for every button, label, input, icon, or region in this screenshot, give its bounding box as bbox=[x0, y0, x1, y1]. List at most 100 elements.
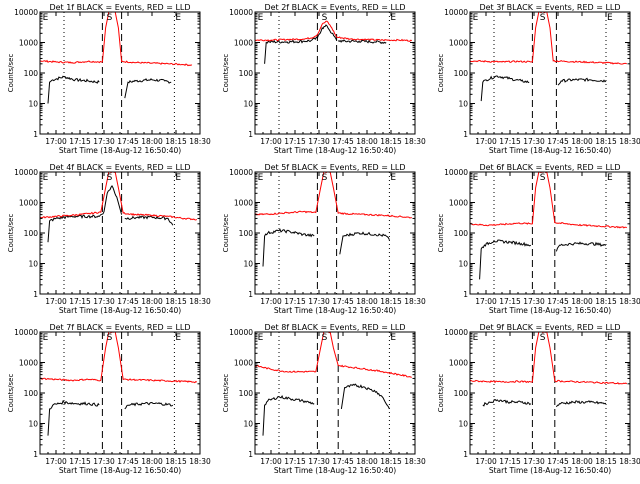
y-tick-label: 10 bbox=[243, 100, 253, 109]
x-tick-label: 17:45 bbox=[117, 297, 139, 306]
x-tick-label: 17:30 bbox=[93, 457, 115, 466]
y-tick-label: 1 bbox=[463, 130, 468, 139]
y-tick-label: 100 bbox=[454, 69, 469, 78]
events-series-line bbox=[555, 400, 607, 408]
flag-label: S bbox=[107, 333, 113, 343]
x-tick-label: 18:00 bbox=[571, 137, 593, 146]
x-tick-label: 18:15 bbox=[595, 457, 617, 466]
x-tick-label: 17:30 bbox=[93, 297, 115, 306]
x-tick-label: 17:15 bbox=[69, 297, 91, 306]
events-series-line bbox=[47, 184, 123, 243]
plot-area bbox=[40, 12, 193, 134]
plot-area bbox=[255, 12, 412, 134]
x-tick-label: 17:45 bbox=[117, 457, 139, 466]
y-tick-label: 1000 bbox=[19, 359, 38, 368]
flag-label: S bbox=[540, 173, 546, 183]
x-tick-label: 18:30 bbox=[404, 457, 426, 466]
y-axis-label: Counts/sec bbox=[7, 374, 15, 413]
x-tick-label: 18:30 bbox=[189, 457, 211, 466]
events-series-line bbox=[480, 75, 530, 102]
plot-area bbox=[470, 332, 628, 454]
y-tick-label: 1 bbox=[248, 130, 253, 139]
flag-label: E bbox=[390, 333, 396, 343]
x-tick-label: 17:30 bbox=[308, 297, 330, 306]
lld-series-line bbox=[255, 332, 412, 378]
events-series-line bbox=[262, 395, 315, 436]
y-tick-label: 10000 bbox=[444, 8, 468, 17]
y-tick-label: 10000 bbox=[14, 168, 38, 177]
x-tick-label: 17:15 bbox=[499, 457, 521, 466]
panel-det-9: E S E 17:00 17:15 17:30 17:45 18:00 18:15 18:30 1 1… bbox=[437, 323, 640, 475]
events-series-line bbox=[337, 39, 387, 45]
y-tick-label: 1000 bbox=[19, 39, 38, 48]
flag-label: S bbox=[107, 13, 113, 23]
x-tick-label: 17:00 bbox=[45, 297, 67, 306]
y-tick-label: 10 bbox=[243, 260, 253, 269]
flag-label: S bbox=[322, 13, 328, 23]
x-tick-label: 17:30 bbox=[308, 137, 330, 146]
x-tick-label: 17:00 bbox=[45, 457, 67, 466]
x-tick-label: 18:15 bbox=[380, 297, 402, 306]
y-tick-label: 1 bbox=[33, 290, 38, 299]
x-axis-label: Start Time (18-Aug-12 16:50:40) bbox=[489, 466, 611, 475]
panel-title: Det 9f BLACK = Events, RED = LLD bbox=[479, 323, 620, 332]
y-tick-label: 1000 bbox=[234, 359, 253, 368]
x-tick-label: 17:30 bbox=[523, 297, 545, 306]
panel-det-3: E S E 17:00 17:15 17:30 17:45 18:00 18:15 18:30 1 1… bbox=[437, 3, 640, 155]
y-tick-label: 10000 bbox=[229, 8, 253, 17]
y-tick-label: 10 bbox=[458, 260, 468, 269]
x-tick-label: 17:00 bbox=[45, 137, 67, 146]
y-tick-label: 100 bbox=[239, 389, 254, 398]
lld-series-line bbox=[255, 20, 412, 42]
events-series-line bbox=[482, 399, 532, 407]
flag-label: E bbox=[473, 333, 479, 343]
x-tick-label: 17:45 bbox=[547, 137, 569, 146]
x-axis-label: Start Time (18-Aug-12 16:50:40) bbox=[274, 146, 396, 155]
x-tick-label: 18:00 bbox=[141, 297, 163, 306]
y-tick-label: 100 bbox=[454, 229, 469, 238]
x-tick-label: 18:15 bbox=[165, 297, 187, 306]
panel-det-2: E S E 17:00 17:15 17:30 17:45 18:00 18:15 18:30 1 1… bbox=[222, 3, 426, 155]
y-tick-label: 100 bbox=[239, 229, 254, 238]
y-tick-label: 1 bbox=[463, 290, 468, 299]
y-axis-label: Counts/sec bbox=[437, 374, 445, 413]
lld-series-line bbox=[470, 332, 628, 385]
panel-title: Det 5f BLACK = Events, RED = LLD bbox=[264, 163, 405, 172]
flag-label: E bbox=[258, 173, 264, 183]
flag-label: S bbox=[540, 333, 546, 343]
plot-area bbox=[255, 332, 412, 454]
y-axis-label: Counts/sec bbox=[7, 54, 15, 93]
panel-det-8: E S E 17:00 17:15 17:30 17:45 18:00 18:15 18:30 1 1… bbox=[222, 323, 426, 475]
y-tick-label: 100 bbox=[24, 389, 39, 398]
x-axis-label: Start Time (18-Aug-12 16:50:40) bbox=[59, 306, 181, 315]
x-axis-label: Start Time (18-Aug-12 16:50:40) bbox=[274, 466, 396, 475]
x-tick-label: 17:00 bbox=[260, 297, 282, 306]
y-axis-label: Counts/sec bbox=[437, 54, 445, 93]
x-tick-label: 17:45 bbox=[547, 457, 569, 466]
flag-label: E bbox=[175, 173, 181, 183]
events-series-line bbox=[47, 400, 100, 436]
x-axis-label: Start Time (18-Aug-12 16:50:40) bbox=[274, 306, 396, 315]
plot-area bbox=[40, 172, 198, 294]
x-tick-label: 17:15 bbox=[69, 137, 91, 146]
flag-label: E bbox=[390, 13, 396, 23]
flag-label: E bbox=[607, 173, 613, 183]
events-series-line bbox=[262, 228, 315, 267]
y-tick-label: 1000 bbox=[449, 39, 468, 48]
x-tick-label: 17:45 bbox=[117, 137, 139, 146]
y-tick-label: 10000 bbox=[229, 168, 253, 177]
x-tick-label: 17:30 bbox=[523, 137, 545, 146]
events-series-line bbox=[339, 231, 390, 255]
flag-label: S bbox=[322, 173, 328, 183]
y-tick-label: 1 bbox=[33, 130, 38, 139]
x-tick-label: 18:00 bbox=[571, 457, 593, 466]
flag-label: E bbox=[258, 13, 264, 23]
x-axis-label: Start Time (18-Aug-12 16:50:40) bbox=[59, 146, 181, 155]
lld-series-line bbox=[40, 12, 193, 67]
y-tick-label: 10000 bbox=[444, 328, 468, 337]
lld-series-line bbox=[40, 172, 198, 221]
flag-label: E bbox=[473, 173, 479, 183]
flag-label: E bbox=[175, 13, 181, 23]
y-tick-label: 1000 bbox=[234, 39, 253, 48]
